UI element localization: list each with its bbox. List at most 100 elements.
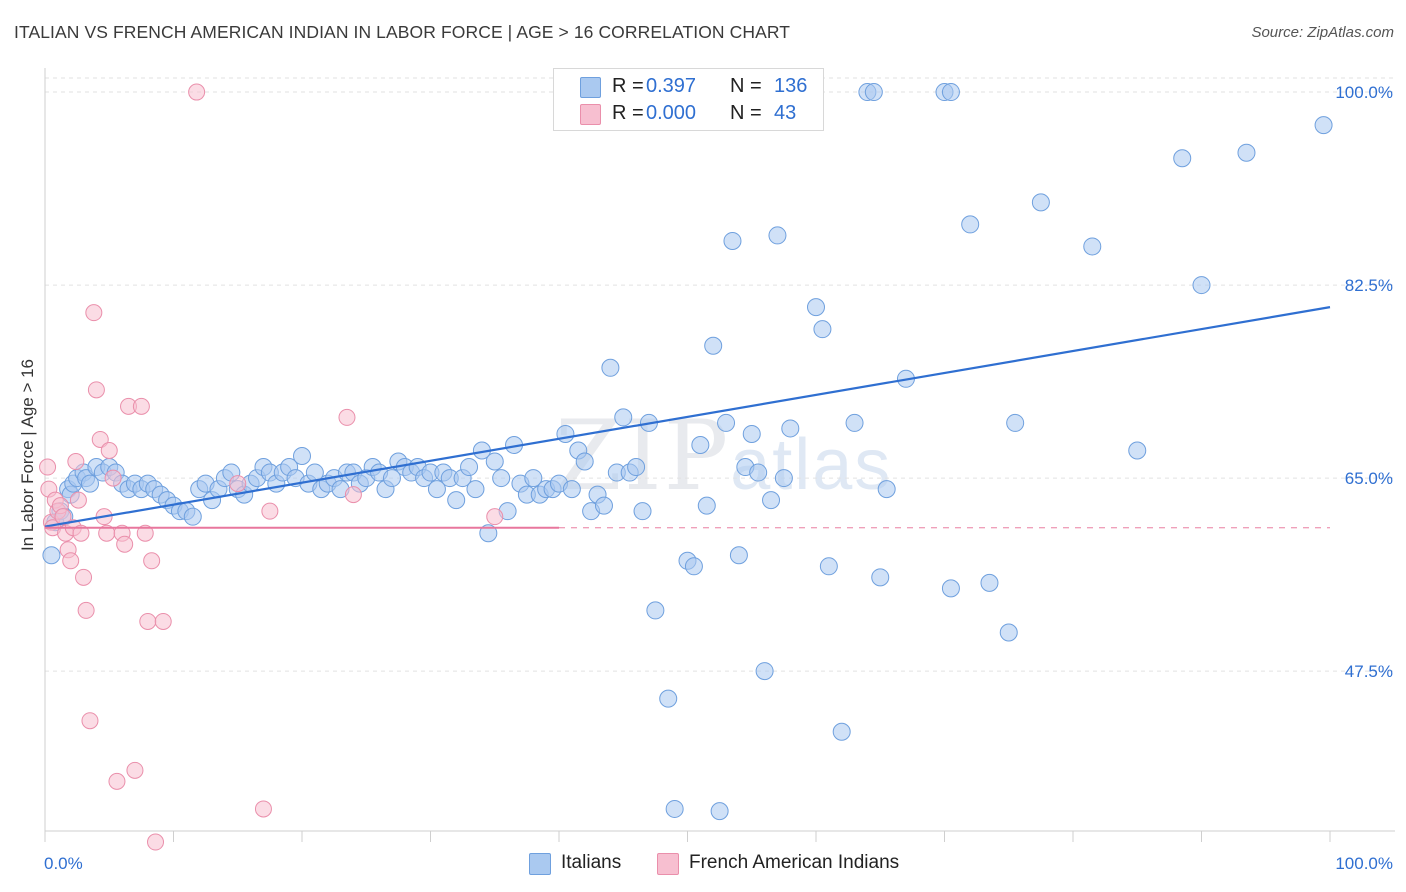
italians-point xyxy=(614,408,633,427)
french-point xyxy=(91,430,109,448)
italians-point xyxy=(864,83,883,102)
french-point xyxy=(85,304,103,322)
french-point xyxy=(154,612,172,630)
french-point xyxy=(486,508,504,526)
italians-point xyxy=(562,480,581,499)
bottom-legend-label-italians: Italians xyxy=(561,852,622,873)
french-point xyxy=(254,800,272,818)
french-point xyxy=(229,475,247,493)
italians-point xyxy=(1237,143,1256,162)
italians-point xyxy=(492,469,511,488)
french-point xyxy=(39,458,57,476)
legend-n-value: 136 xyxy=(774,75,808,97)
chart-title: ITALIAN VS FRENCH AMERICAN INDIAN IN LAB… xyxy=(14,22,791,42)
source-label: Source: ZipAtlas.com xyxy=(1251,24,1394,41)
italians-point xyxy=(999,623,1018,642)
french-point xyxy=(87,381,105,399)
italians-point xyxy=(1192,276,1211,295)
french-point xyxy=(116,535,134,553)
french-point xyxy=(132,397,150,415)
italians-point xyxy=(575,452,594,471)
italians-point xyxy=(832,722,851,741)
italians-point xyxy=(1031,193,1050,212)
french-point xyxy=(67,453,85,471)
legend-r-label: R = xyxy=(612,75,644,97)
bottom-legend-swatch-italians xyxy=(529,853,551,875)
legend-r-value: 0.397 xyxy=(646,75,697,97)
italians-point xyxy=(293,447,311,466)
french-point xyxy=(81,712,99,730)
bottom-legend-swatch-french xyxy=(657,853,679,875)
french-point xyxy=(126,761,144,779)
italians-point xyxy=(556,424,575,443)
bottom-legend-label-french: French American Indians xyxy=(689,852,900,873)
italians-point xyxy=(1083,237,1102,256)
italians-point xyxy=(524,469,543,488)
italians-point xyxy=(961,215,980,234)
french-point xyxy=(75,568,93,586)
legend-n-label: N = xyxy=(730,75,762,97)
italians-point xyxy=(479,524,498,543)
italians-point xyxy=(729,546,748,565)
french-point xyxy=(104,469,122,487)
legend-r-label: R = xyxy=(612,102,644,124)
y-tick-label: 100.0% xyxy=(1335,83,1393,102)
y-tick-label: 47.5% xyxy=(1345,662,1393,681)
italians-point xyxy=(742,424,761,443)
italians-point xyxy=(1128,441,1147,460)
french-point xyxy=(100,442,118,459)
french-point xyxy=(62,552,80,570)
italians-point xyxy=(807,298,825,317)
legend-r-value: 0.000 xyxy=(646,102,697,124)
italians-point xyxy=(723,231,742,250)
italians-point xyxy=(646,601,665,620)
french-point xyxy=(338,408,356,426)
italians-point xyxy=(717,413,736,432)
italians-point xyxy=(813,320,832,339)
y-tick-label: 82.5% xyxy=(1345,276,1393,295)
legend-swatch-italians xyxy=(580,77,601,98)
french-point xyxy=(108,772,126,790)
italians-point xyxy=(710,802,729,821)
french-point xyxy=(72,524,90,542)
italians-point xyxy=(1173,149,1192,168)
italians-point xyxy=(819,557,838,576)
italians-point xyxy=(183,507,202,526)
italians-point xyxy=(1314,116,1333,135)
legend-swatch-french xyxy=(580,104,601,125)
italians-point xyxy=(755,662,774,681)
italians-point xyxy=(427,480,446,499)
french-point xyxy=(143,552,161,570)
legend-n-label: N = xyxy=(730,102,762,124)
italians-point xyxy=(447,491,466,510)
x-tick-label: 0.0% xyxy=(44,854,83,873)
italians-point xyxy=(941,83,960,102)
italians-point xyxy=(781,419,800,438)
italians-point xyxy=(460,458,479,477)
italians-point xyxy=(633,502,652,521)
italians-point xyxy=(627,458,646,477)
italians-point xyxy=(665,799,684,818)
italians-point xyxy=(659,689,678,708)
italians-trend-line xyxy=(44,306,1331,528)
italians-point xyxy=(601,358,620,377)
italians-point xyxy=(42,546,61,565)
italians-point xyxy=(691,435,710,454)
italians-point xyxy=(845,413,864,432)
italians-point xyxy=(774,469,793,488)
italians-point xyxy=(941,579,960,598)
french-point xyxy=(139,612,157,630)
italians-point xyxy=(485,452,504,471)
french-point xyxy=(136,524,154,542)
italians-point xyxy=(877,480,896,499)
italians-point xyxy=(466,480,485,499)
y-axis-label: In Labor Force | Age > 16 xyxy=(18,358,37,552)
italians-point xyxy=(80,474,99,493)
french-point xyxy=(54,508,72,526)
correlation-legend: R = 0.397 N = 136 R = 0.000 N = 43 xyxy=(553,68,824,131)
french-point xyxy=(69,491,87,509)
italians-point xyxy=(704,336,723,355)
italians-point xyxy=(684,557,703,576)
italians-point xyxy=(749,463,768,482)
